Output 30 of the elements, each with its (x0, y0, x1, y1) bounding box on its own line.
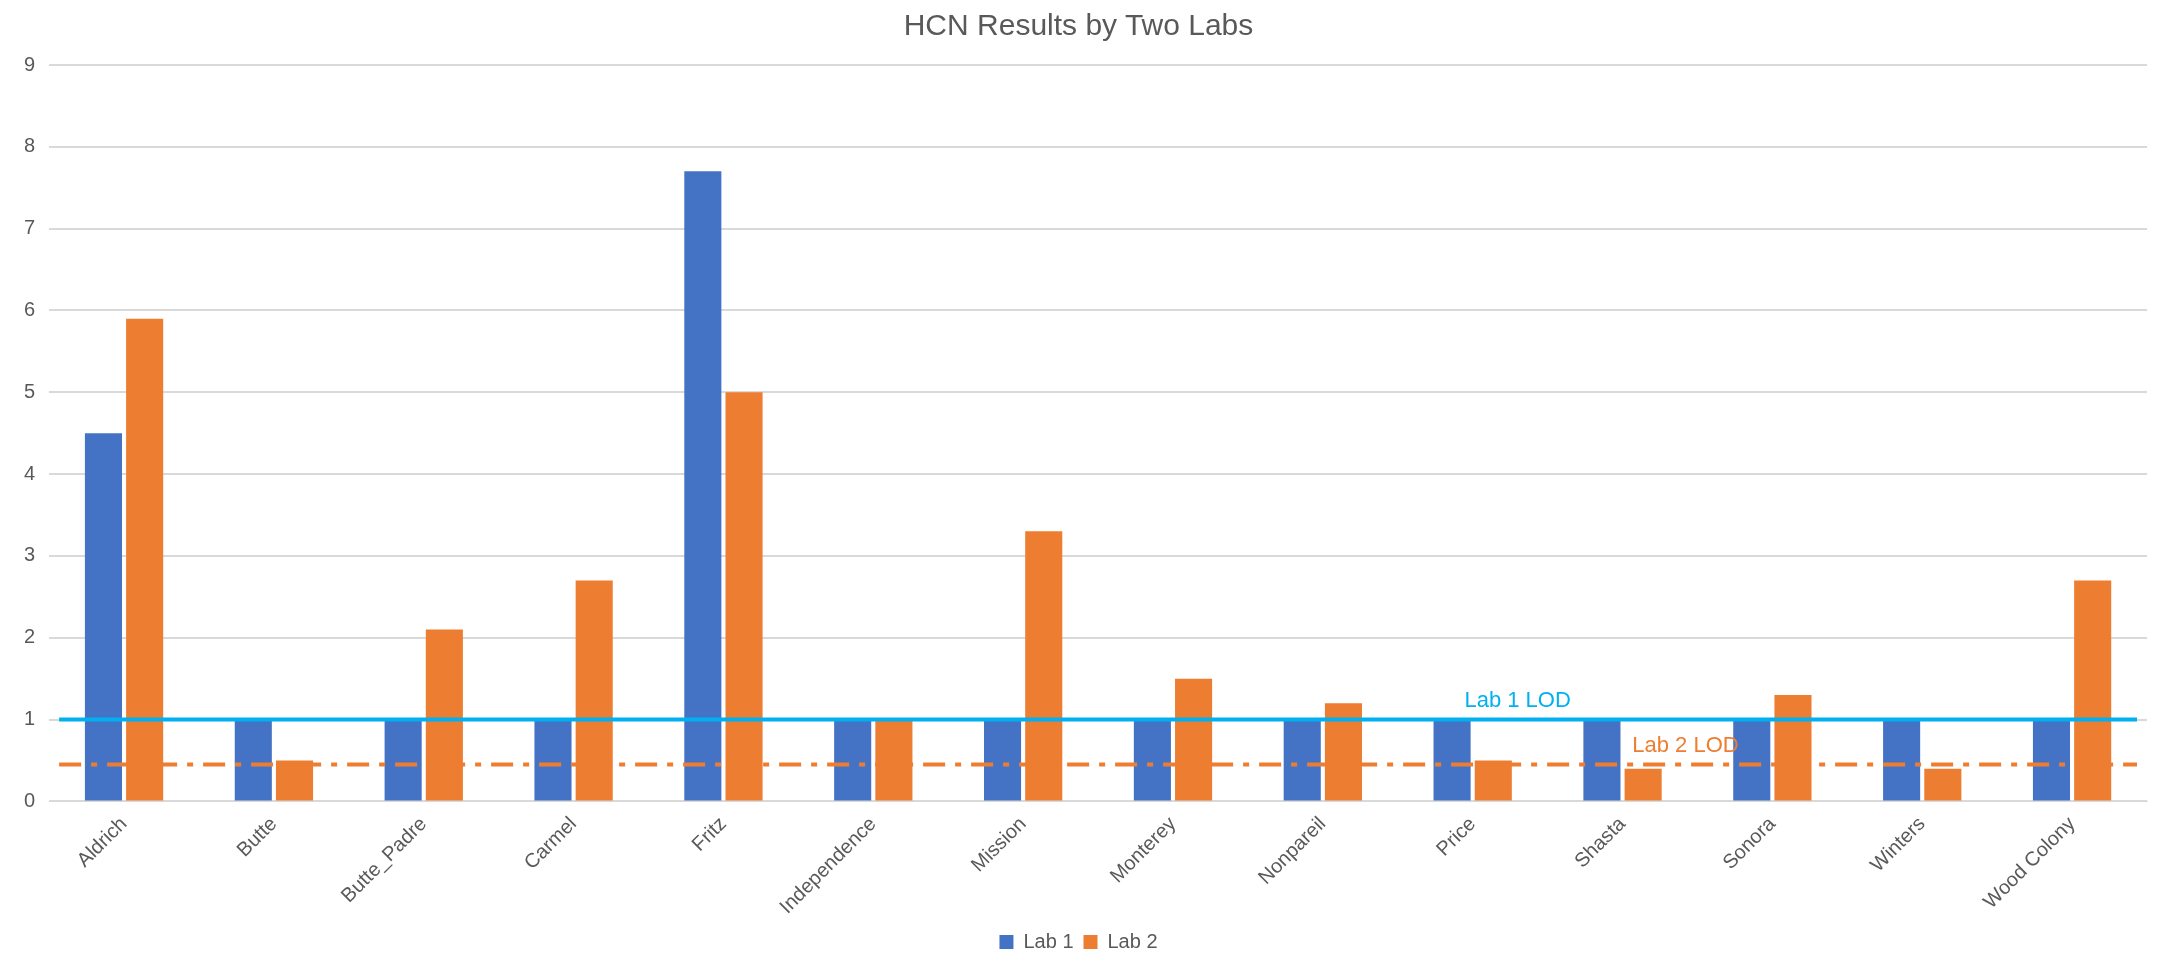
y-tick-label: 3 (24, 543, 36, 566)
y-tick-label: 2 (24, 625, 36, 648)
y-tick-label: 9 (24, 52, 36, 75)
bar (1624, 768, 1662, 801)
bar (1924, 768, 1962, 801)
y-tick-label: 1 (24, 707, 36, 730)
y-tick-label: 0 (24, 788, 36, 811)
bar (234, 719, 272, 801)
legend-label: Lab 2 (1107, 929, 1158, 952)
bar (834, 719, 872, 801)
legend-label: Lab 1 (1023, 929, 1074, 952)
y-tick-label: 7 (24, 216, 36, 239)
y-tick-label: 4 (24, 461, 36, 484)
bar (983, 719, 1022, 801)
y-tick-label: 6 (24, 297, 36, 320)
bar (1583, 719, 1621, 801)
y-tick-label: 8 (24, 134, 36, 157)
bar (534, 719, 572, 801)
bar (2032, 719, 2071, 801)
chart-title: HCN Results by Two Labs (903, 8, 1254, 42)
bar (1283, 719, 1321, 801)
bar (1133, 719, 1171, 801)
bar (684, 171, 722, 801)
bar (384, 719, 422, 801)
bar (1433, 719, 1471, 801)
x-tick-label: Fritz (687, 812, 731, 856)
ref-line-label: Lab 1 LOD (1464, 686, 1571, 712)
y-tick-label: 5 (24, 379, 36, 402)
bar (84, 433, 122, 801)
bar (1883, 719, 1921, 801)
